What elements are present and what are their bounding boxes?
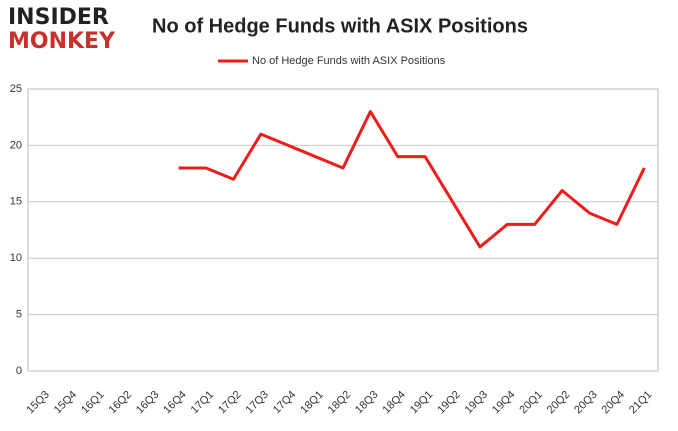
x-tick-label: 16Q1 xyxy=(79,389,107,417)
x-tick-label: 18Q4 xyxy=(380,389,408,417)
x-tick-label: 17Q3 xyxy=(243,389,271,417)
x-tick-label: 15Q3 xyxy=(24,389,52,417)
x-tick-label: 17Q2 xyxy=(216,389,244,417)
x-tick-label: 18Q3 xyxy=(353,389,381,417)
x-tick-label: 16Q2 xyxy=(107,389,135,417)
y-tick-label: 10 xyxy=(10,252,22,264)
x-tick-label: 20Q3 xyxy=(572,389,600,417)
x-tick-label: 15Q4 xyxy=(52,389,80,417)
plot-border xyxy=(27,88,659,372)
x-tick-label: 17Q1 xyxy=(189,389,217,417)
legend-label: No of Hedge Funds with ASIX Positions xyxy=(252,55,446,67)
x-tick-label: 16Q4 xyxy=(161,389,189,417)
data-line xyxy=(178,110,646,249)
x-tick-label: 19Q2 xyxy=(435,389,463,417)
logo-top: INSIDER xyxy=(8,5,109,30)
x-tick-label: 20Q4 xyxy=(600,389,628,417)
x-tick-label: 18Q2 xyxy=(326,389,354,417)
y-tick-label: 15 xyxy=(10,196,22,208)
x-tick-label: 19Q1 xyxy=(408,389,436,417)
y-tick-label: 5 xyxy=(16,309,22,321)
x-tick-label: 19Q3 xyxy=(463,389,491,417)
x-tick-label: 16Q3 xyxy=(134,389,162,417)
x-tick-label: 20Q2 xyxy=(545,389,573,417)
chart-title: No of Hedge Funds with ASIX Positions xyxy=(152,15,528,37)
y-tick-label: 0 xyxy=(16,365,22,377)
y-tick-label: 20 xyxy=(10,139,22,151)
y-tick-label: 25 xyxy=(10,83,22,95)
x-tick-label: 19Q4 xyxy=(490,389,518,417)
logo-bottom: MONKEY xyxy=(8,29,116,54)
x-tick-label: 18Q1 xyxy=(298,389,326,417)
x-tick-label: 21Q1 xyxy=(627,389,655,417)
x-tick-label: 17Q4 xyxy=(271,389,299,417)
x-tick-label: 20Q1 xyxy=(517,389,545,417)
